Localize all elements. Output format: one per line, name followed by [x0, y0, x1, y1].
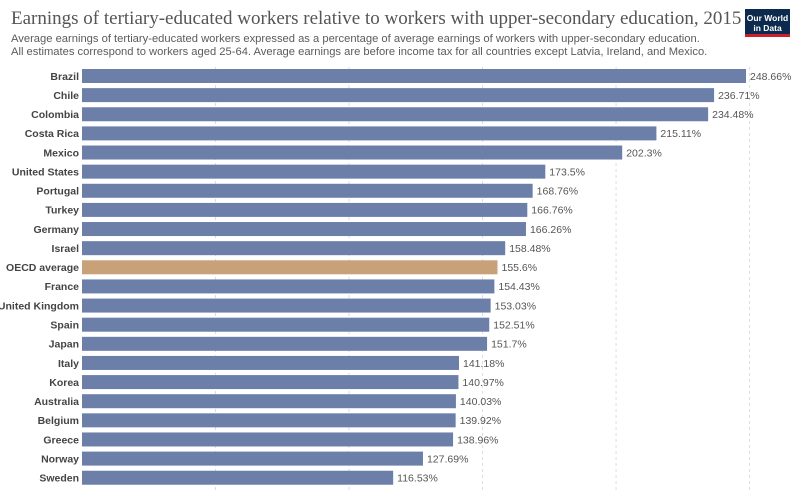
- owid-logo[interactable]: Our World in Data: [745, 9, 790, 37]
- category-label: Belgium: [38, 415, 79, 427]
- value-label: 139.92%: [460, 415, 501, 427]
- bar[interactable]: [82, 69, 746, 83]
- category-label: OECD average: [6, 262, 79, 274]
- category-label: Norway: [41, 453, 79, 465]
- category-label: Italy: [58, 358, 79, 370]
- category-label: Germany: [33, 224, 79, 236]
- value-label: 152.51%: [493, 319, 534, 331]
- bar[interactable]: [82, 451, 423, 466]
- category-label: Sweden: [39, 473, 79, 485]
- logo-line-2: in Data: [753, 23, 782, 33]
- category-label: Brazil: [50, 71, 79, 83]
- bar[interactable]: [82, 202, 528, 217]
- bar[interactable]: [82, 279, 495, 294]
- category-label: Costa Rica: [25, 128, 79, 140]
- bar[interactable]: [82, 164, 546, 179]
- category-label: Korea: [49, 377, 79, 389]
- category-label: Israel: [52, 243, 80, 255]
- value-label: 154.43%: [498, 281, 539, 293]
- value-label: 153.03%: [495, 300, 536, 312]
- value-label: 248.66%: [750, 71, 791, 83]
- bar[interactable]: [82, 298, 491, 313]
- category-label: Chile: [53, 90, 79, 102]
- value-label: 236.71%: [718, 90, 759, 102]
- category-label: Turkey: [45, 205, 79, 217]
- value-label: 215.11%: [660, 128, 701, 140]
- bar[interactable]: [82, 317, 490, 332]
- category-label: Mexico: [43, 147, 79, 159]
- chart-subtitle: Average earnings of tertiary-educated wo…: [11, 33, 708, 58]
- bar[interactable]: [82, 107, 709, 122]
- value-label: 127.69%: [427, 453, 468, 465]
- value-label: 116.53%: [397, 473, 438, 485]
- value-label: 140.97%: [462, 377, 503, 389]
- value-label: 141.18%: [463, 358, 504, 370]
- category-label: Australia: [34, 396, 79, 408]
- bar[interactable]: [82, 355, 459, 370]
- bar[interactable]: [82, 88, 715, 103]
- bar[interactable]: [82, 470, 394, 485]
- gridlines: [215, 67, 751, 490]
- category-label: Portugal: [36, 186, 79, 198]
- bar[interactable]: [82, 375, 459, 390]
- category-label: Greece: [43, 434, 79, 446]
- value-label: 234.48%: [712, 109, 753, 121]
- bar[interactable]: [82, 432, 454, 447]
- category-label: Japan: [49, 339, 79, 351]
- category-label: Spain: [50, 319, 79, 331]
- bar[interactable]: [82, 145, 623, 160]
- bar[interactable]: [82, 183, 533, 198]
- category-label: France: [45, 281, 80, 293]
- bar[interactable]: [82, 126, 657, 141]
- value-label: 166.26%: [530, 224, 571, 236]
- logo-line-1: Our World: [746, 13, 789, 23]
- value-label: 202.3%: [626, 147, 662, 159]
- value-label: 158.48%: [509, 243, 550, 255]
- bar[interactable]: [82, 222, 526, 237]
- bar[interactable]: [82, 394, 456, 409]
- category-label: United Kingdom: [0, 300, 79, 312]
- value-label: 138.96%: [457, 434, 498, 446]
- bar[interactable]: [82, 413, 456, 428]
- bar[interactable]: [82, 336, 488, 351]
- bars: Brazil 248.66% Chile 236.71% Colombia 234.48%…: [0, 69, 791, 485]
- value-label: 168.76%: [537, 186, 578, 198]
- value-label: 173.5%: [549, 166, 585, 178]
- bar[interactable]: [82, 260, 498, 275]
- category-label: United States: [12, 166, 79, 178]
- value-label: 151.7%: [491, 339, 527, 351]
- value-label: 166.76%: [531, 205, 572, 217]
- value-label: 155.6%: [502, 262, 538, 274]
- category-label: Colombia: [31, 109, 79, 121]
- bar[interactable]: [82, 241, 506, 256]
- chart-title: Earnings of tertiary-educated workers re…: [11, 8, 742, 29]
- value-label: 140.03%: [460, 396, 501, 408]
